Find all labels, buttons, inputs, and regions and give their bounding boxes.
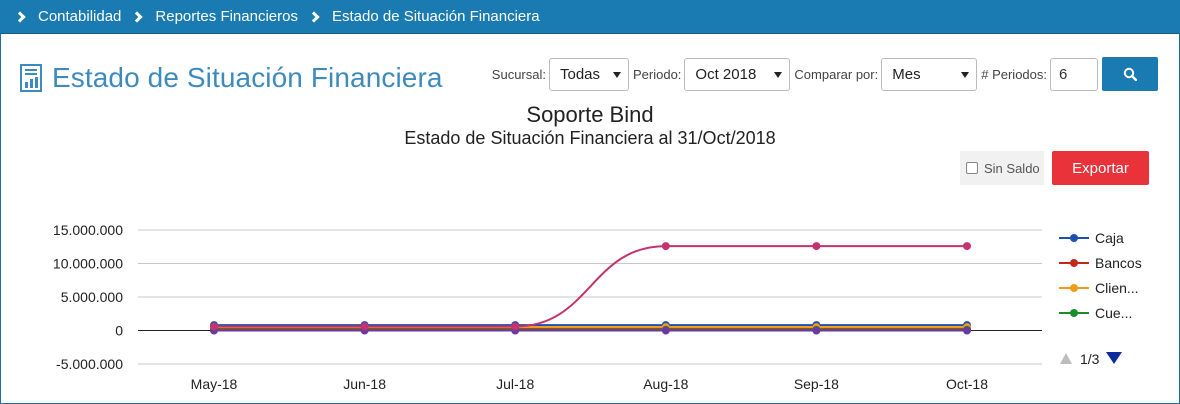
sin-saldo-toggle[interactable]: Sin Saldo xyxy=(960,151,1044,185)
data-point xyxy=(210,322,218,331)
series-line xyxy=(213,245,967,328)
x-tick-label: Jul-18 xyxy=(496,376,534,392)
data-point xyxy=(511,322,520,331)
dropdown-arrow-icon xyxy=(613,71,621,78)
breadcrumb: Contabilidad Reportes Financieros Estado… xyxy=(0,0,1180,34)
sucursal-value: Todas xyxy=(560,65,601,83)
breadcrumb-label: Reportes Financieros xyxy=(155,8,298,25)
data-point xyxy=(661,326,670,335)
sucursal-label: Sucursal: xyxy=(491,66,546,82)
x-tick-label: May-18 xyxy=(191,376,238,392)
y-tick-label: 10.000.000 xyxy=(53,256,123,272)
sin-saldo-checkbox[interactable] xyxy=(966,162,978,174)
breadcrumb-label: Contabilidad xyxy=(38,8,122,25)
x-tick-label: Aug-18 xyxy=(643,376,688,392)
legend-swatch-marker xyxy=(1070,284,1078,292)
sin-saldo-label: Sin Saldo xyxy=(984,160,1040,176)
dropdown-arrow-icon xyxy=(961,71,970,78)
legend-label: Bancos xyxy=(1095,255,1142,271)
report-icon xyxy=(20,64,42,92)
legend-swatch-marker xyxy=(1070,259,1078,267)
data-point xyxy=(812,326,821,335)
periodo-label: Periodo: xyxy=(633,66,682,82)
legend-label: Cue... xyxy=(1095,305,1132,321)
dropdown-arrow-icon xyxy=(774,71,783,78)
breadcrumb-item-estado[interactable]: Estado de Situación Financiera xyxy=(308,8,540,25)
breadcrumb-item-reportes[interactable]: Reportes Financieros xyxy=(131,8,298,25)
chart-subtitle: Estado de Situación Financiera al 31/Oct… xyxy=(404,128,776,148)
periodos-input[interactable]: 6 xyxy=(1050,57,1098,91)
data-point xyxy=(661,242,670,251)
y-tick-label: 15.000.000 xyxy=(53,222,123,238)
legend-prev-arrow-icon xyxy=(1060,353,1072,364)
x-tick-label: Sep-18 xyxy=(794,376,839,392)
search-button[interactable] xyxy=(1102,57,1158,91)
comparar-label: Comparar por: xyxy=(794,66,879,82)
breadcrumb-label: Estado de Situación Financiera xyxy=(331,8,540,25)
y-tick-label: 0 xyxy=(115,323,123,339)
legend-swatch-marker xyxy=(1070,309,1078,317)
legend-swatch-marker xyxy=(1070,234,1078,242)
periodo-select[interactable]: Oct 2018 xyxy=(684,57,791,91)
legend-label: Clien... xyxy=(1095,280,1139,296)
y-tick-label: 5.000.000 xyxy=(61,289,123,305)
data-point xyxy=(360,322,369,331)
legend-next-arrow-icon xyxy=(1106,352,1122,364)
comparar-select[interactable]: Mes xyxy=(881,57,978,91)
periodo-value: Oct 2018 xyxy=(695,65,757,83)
export-button[interactable]: Exportar xyxy=(1052,151,1149,185)
sucursal-select[interactable]: Todas xyxy=(549,57,629,91)
data-point xyxy=(963,242,971,251)
data-point xyxy=(963,326,971,335)
x-tick-label: Jun-18 xyxy=(343,376,386,392)
comparar-value: Mes xyxy=(892,65,921,83)
filter-bar: Sucursal: Todas Periodo: Oct 2018 Compar… xyxy=(492,57,1158,91)
breadcrumb-item-contabilidad[interactable]: Contabilidad xyxy=(14,8,122,25)
x-tick-label: Oct-18 xyxy=(946,376,988,392)
periodos-label: # Periodos: xyxy=(981,66,1047,82)
page-header: Estado de Situación Financiera xyxy=(20,62,443,94)
page-title: Estado de Situación Financiera xyxy=(52,62,443,93)
chart-title: Soporte Bind xyxy=(526,102,654,127)
legend-label: Caja xyxy=(1095,230,1124,246)
search-icon xyxy=(1123,67,1137,81)
y-tick-label: -5.000.000 xyxy=(56,356,123,372)
legend-page-label: 1/3 xyxy=(1080,351,1100,367)
data-point xyxy=(812,242,821,251)
